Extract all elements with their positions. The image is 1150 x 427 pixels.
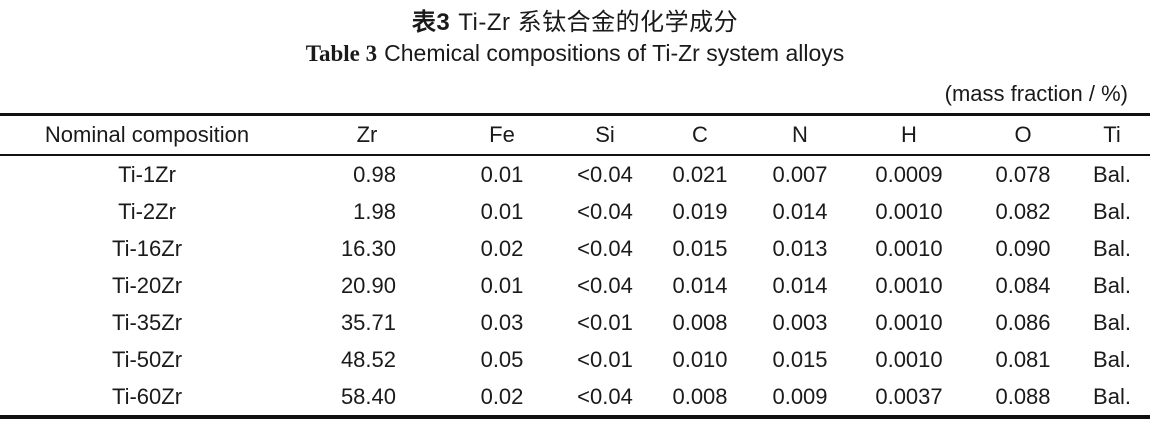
- header-o: O: [972, 114, 1074, 156]
- value-cell: 0.01: [480, 198, 524, 224]
- value-cell: 0.0010: [875, 309, 943, 335]
- value-cell: <0.04: [577, 198, 633, 224]
- table-row: Ti-60Zr 58.40 0.02 <0.04 0.008 0.009 0.0037 0.0…: [0, 378, 1150, 417]
- table-row: Ti-20Zr 20.90 0.01 <0.04 0.014 0.014 0.0010 0.0…: [0, 267, 1150, 304]
- value-cell: 0.03: [480, 309, 524, 335]
- row-label-cell: Ti-50Zr: [111, 346, 183, 372]
- value-cell: 0.0009: [875, 161, 943, 187]
- table-row: Ti-2Zr 1.98 0.01 <0.04 0.019 0.014 0.0010 0.082…: [0, 193, 1150, 230]
- row-label-cell: Ti-1Zr: [118, 161, 176, 187]
- table-caption-zh-label: 表3: [411, 9, 451, 36]
- value-cell: 0.010: [672, 346, 728, 372]
- row-label-cell: Ti-20Zr: [111, 272, 183, 298]
- value-cell: 0.02: [480, 383, 524, 409]
- row-label-cell: Ti-16Zr: [111, 235, 183, 261]
- value-cell: 1.98: [294, 193, 440, 230]
- header-si: Si: [564, 114, 646, 156]
- row-label-cell: Ti-60Zr: [111, 383, 183, 409]
- table-row: Ti-35Zr 35.71 0.03 <0.01 0.008 0.003 0.0010 0.0…: [0, 304, 1150, 341]
- zr-value: 48.52: [340, 346, 396, 372]
- value-cell: 0.0037: [875, 383, 943, 409]
- table-caption-zh: 表3 Ti-Zr 系钛合金的化学成分: [0, 0, 1150, 38]
- table-caption-zh-text: Ti-Zr 系钛合金的化学成分: [458, 9, 739, 36]
- table-header-row: Nominal composition Zr Fe Si C N H O Ti: [0, 114, 1150, 156]
- value-cell: 16.30: [294, 230, 440, 267]
- value-cell: <0.04: [577, 383, 633, 409]
- value-cell: <0.04: [577, 161, 633, 187]
- value-cell: <0.04: [577, 235, 633, 261]
- value-cell: <0.01: [577, 309, 633, 335]
- unit-note: (mass fraction / %): [944, 81, 1128, 106]
- value-cell: 0.008: [672, 383, 728, 409]
- value-cell: 0.003: [772, 309, 828, 335]
- value-cell: Bal.: [1093, 383, 1131, 409]
- value-cell: 0.98: [294, 155, 440, 193]
- value-cell: 0.015: [772, 346, 828, 372]
- table-row: Ti-1Zr 0.98 0.01 <0.04 0.021 0.007 0.0009 0.078…: [0, 155, 1150, 193]
- value-cell: 0.086: [995, 309, 1051, 335]
- table-row: Ti-16Zr 16.30 0.02 <0.04 0.015 0.013 0.0010 0.0…: [0, 230, 1150, 267]
- value-cell: 58.40: [294, 378, 440, 417]
- value-cell: 0.081: [995, 346, 1051, 372]
- value-cell: 0.009: [772, 383, 828, 409]
- value-cell: 0.014: [772, 272, 828, 298]
- header-nominal-composition: Nominal composition: [0, 114, 294, 156]
- value-cell: 0.0010: [875, 272, 943, 298]
- value-cell: 0.013: [772, 235, 828, 261]
- zr-value: 35.71: [340, 309, 396, 335]
- row-label-cell: Ti-2Zr: [118, 198, 176, 224]
- value-cell: 0.0010: [875, 346, 943, 372]
- value-cell: Bal.: [1093, 346, 1131, 372]
- value-cell: 20.90: [294, 267, 440, 304]
- value-cell: 0.084: [995, 272, 1051, 298]
- value-cell: 0.008: [672, 309, 728, 335]
- value-cell: Bal.: [1093, 272, 1131, 298]
- row-label-cell: Ti-35Zr: [111, 309, 183, 335]
- zr-value: 58.40: [340, 383, 396, 409]
- value-cell: Bal.: [1093, 198, 1131, 224]
- header-zr: Zr: [294, 114, 440, 156]
- table-caption-en-label: Table 3: [305, 41, 378, 66]
- value-cell: 0.014: [672, 272, 728, 298]
- value-cell: 0.0010: [875, 235, 943, 261]
- value-cell: 0.082: [995, 198, 1051, 224]
- value-cell: 0.015: [672, 235, 728, 261]
- zr-value: 1.98: [353, 198, 396, 224]
- header-ti: Ti: [1074, 114, 1150, 156]
- header-n: N: [754, 114, 846, 156]
- table-row: Ti-50Zr 48.52 0.05 <0.01 0.010 0.015 0.0010 0.0…: [0, 341, 1150, 378]
- value-cell: 0.021: [672, 161, 728, 187]
- value-cell: 0.014: [772, 198, 828, 224]
- value-cell: <0.01: [577, 346, 633, 372]
- value-cell: Bal.: [1093, 161, 1131, 187]
- value-cell: 0.019: [672, 198, 728, 224]
- value-cell: 0.007: [772, 161, 828, 187]
- value-cell: 0.090: [995, 235, 1051, 261]
- value-cell: 48.52: [294, 341, 440, 378]
- value-cell: 0.078: [995, 161, 1051, 187]
- zr-value: 16.30: [340, 235, 396, 261]
- value-cell: 0.05: [480, 346, 524, 372]
- composition-table: Nominal composition Zr Fe Si C N H O Ti …: [0, 113, 1150, 419]
- zr-value: 20.90: [340, 272, 396, 298]
- value-cell: 0.01: [480, 161, 524, 187]
- value-cell: 35.71: [294, 304, 440, 341]
- value-cell: Bal.: [1093, 309, 1131, 335]
- table-caption-en: Table 3 Chemical compositions of Ti-Zr sy…: [0, 38, 1150, 69]
- value-cell: <0.04: [577, 272, 633, 298]
- table-caption-en-text: Chemical compositions of Ti-Zr system al…: [384, 40, 845, 66]
- header-fe: Fe: [440, 114, 564, 156]
- zr-value: 0.98: [353, 161, 396, 187]
- value-cell: 0.0010: [875, 198, 943, 224]
- value-cell: 0.01: [480, 272, 524, 298]
- value-cell: Bal.: [1093, 235, 1131, 261]
- value-cell: 0.088: [995, 383, 1051, 409]
- table-body: Ti-1Zr 0.98 0.01 <0.04 0.021 0.007 0.0009 0.078…: [0, 155, 1150, 417]
- value-cell: 0.02: [480, 235, 524, 261]
- header-h: H: [846, 114, 972, 156]
- header-c: C: [646, 114, 754, 156]
